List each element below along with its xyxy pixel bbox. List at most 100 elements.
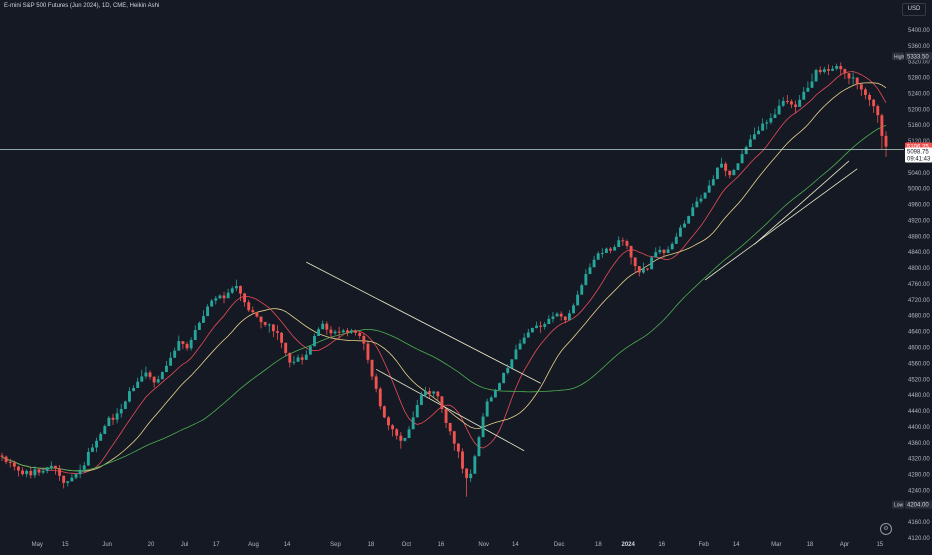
y-tick-label: 4840.00 — [908, 250, 930, 256]
candle-body — [773, 114, 777, 119]
x-tick-label: 14 — [733, 542, 740, 548]
candle-body — [115, 413, 119, 420]
candle-body — [539, 325, 543, 327]
trendline — [704, 168, 858, 281]
candle-body — [271, 324, 275, 332]
candle-body — [683, 223, 686, 228]
candle-body — [732, 170, 736, 176]
candle-body — [111, 417, 115, 420]
candle-body — [785, 100, 789, 102]
candle-body — [637, 266, 641, 273]
settings-icon[interactable]: ⚙ — [880, 523, 892, 535]
y-tick-label: 5240.00 — [908, 91, 930, 97]
candle-body — [350, 330, 353, 333]
candle-body — [378, 388, 382, 407]
candle-body — [518, 343, 522, 350]
currency-button[interactable]: USD — [902, 3, 926, 16]
candle-body — [535, 325, 538, 329]
candle-body — [74, 474, 78, 478]
y-tick-label: 4400.00 — [908, 425, 930, 431]
candle-body — [341, 330, 345, 333]
y-tick-label: 5160.00 — [908, 123, 930, 129]
candle-body — [629, 245, 633, 258]
candle-body — [670, 243, 674, 250]
trendline — [375, 368, 525, 452]
x-tick-label: Mar — [771, 542, 781, 548]
candle-body — [847, 73, 851, 79]
candle-body — [123, 401, 127, 410]
candle-body — [419, 395, 423, 406]
y-tick-label: 4560.00 — [908, 361, 930, 367]
candle-body — [345, 330, 349, 333]
candle-body — [695, 201, 699, 208]
candle-body — [29, 470, 33, 476]
candle-body — [156, 379, 160, 383]
candle-body — [806, 87, 810, 92]
candle-body — [843, 69, 847, 74]
candle-body — [230, 288, 234, 293]
y-tick-label: 4760.00 — [908, 282, 930, 288]
candle-body — [678, 227, 682, 237]
candle-body — [263, 322, 267, 325]
candle-body — [234, 285, 238, 289]
low-label: Low — [894, 503, 904, 509]
candle-body — [580, 285, 584, 295]
x-tick-label: 16 — [437, 542, 444, 548]
y-tick-label: 4520.00 — [908, 377, 930, 383]
candle-body — [855, 77, 859, 85]
candle-body — [781, 100, 785, 106]
y-tick-label: 5400.00 — [908, 28, 930, 34]
candle-body — [387, 417, 390, 426]
candle-body — [226, 292, 230, 299]
candle-body — [132, 387, 136, 392]
y-tick-label: 5280.00 — [908, 76, 930, 82]
candle-body — [329, 329, 333, 334]
y-tick-label: 4800.00 — [908, 266, 930, 272]
candle-body — [41, 470, 45, 473]
candle-body — [551, 316, 555, 319]
candle-body — [391, 425, 395, 430]
candle-body — [337, 331, 341, 333]
candle-body — [382, 406, 386, 418]
x-tick-label: Sep — [330, 542, 341, 548]
candle-body — [448, 422, 452, 432]
candle-body — [530, 328, 534, 333]
x-tick-label: 18 — [595, 542, 602, 548]
candle-body — [662, 249, 666, 254]
low-value: 4204.00 — [907, 503, 929, 509]
candle-body — [798, 99, 802, 107]
candle-body — [136, 381, 140, 388]
high-value-bg — [905, 52, 932, 61]
candle-body — [514, 349, 518, 360]
candle-body — [313, 335, 316, 347]
x-tick-label: May — [32, 542, 43, 548]
candle-body — [325, 323, 329, 330]
candle-body — [703, 192, 707, 199]
candle-body — [91, 447, 94, 452]
candle-body — [769, 118, 773, 123]
hline-price-tag: 5098.75 — [907, 149, 929, 155]
candle-body — [173, 350, 177, 358]
candle-body — [559, 313, 563, 317]
x-tick-label: 14 — [512, 542, 519, 548]
trendline — [754, 160, 850, 245]
candle-body — [641, 268, 645, 273]
candle-body — [728, 170, 732, 176]
candle-body — [366, 343, 370, 360]
candle-body — [177, 341, 181, 351]
candle-body — [493, 389, 497, 398]
candle-body — [440, 396, 444, 410]
candle-body — [720, 163, 723, 168]
y-tick-label: 4920.00 — [908, 218, 930, 224]
candle-body — [436, 391, 440, 397]
candle-body — [144, 372, 148, 377]
candle-body — [880, 115, 884, 136]
candle-body — [107, 417, 111, 427]
candle-body — [128, 391, 131, 402]
candle-body — [650, 257, 654, 270]
high-label-bg — [892, 52, 904, 61]
candle-body — [765, 122, 769, 124]
candle-body — [58, 468, 62, 476]
